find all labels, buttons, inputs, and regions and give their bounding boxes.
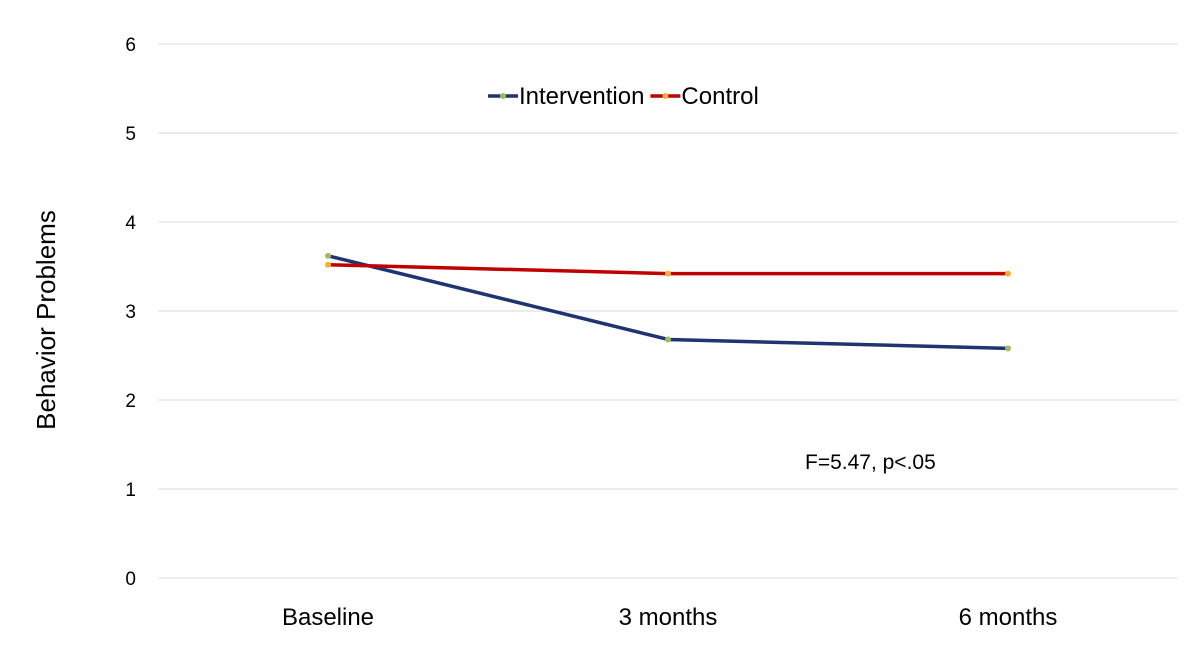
data-point xyxy=(1005,270,1011,277)
y-tick-label: 0 xyxy=(125,569,136,590)
legend-marker xyxy=(500,93,506,99)
series-lines xyxy=(325,252,1011,352)
x-category-label: Baseline xyxy=(282,604,374,631)
series-line xyxy=(327,254,1009,351)
data-point xyxy=(325,252,331,259)
legend: Intervention Control xyxy=(488,83,759,110)
legend-label: Control xyxy=(681,83,758,110)
y-tick-labels: 0 1 2 3 4 5 6 xyxy=(125,35,136,590)
y-tick-label: 6 xyxy=(125,35,136,56)
y-tick-label: 5 xyxy=(125,124,136,145)
y-tick-label: 4 xyxy=(125,213,136,234)
data-point xyxy=(665,336,671,343)
x-category-label: 6 months xyxy=(959,604,1058,631)
x-category-labels: Baseline 3 months 6 months xyxy=(282,604,1057,631)
x-category-label: 3 months xyxy=(619,604,718,631)
data-point xyxy=(665,270,671,277)
legend-marker xyxy=(662,93,669,99)
data-point xyxy=(1005,345,1011,352)
y-tick-label: 2 xyxy=(125,391,136,412)
y-tick-label: 1 xyxy=(125,480,136,501)
y-tick-label: 3 xyxy=(125,302,136,323)
y-axis-title: Behavior Problems xyxy=(31,210,61,430)
gridlines xyxy=(158,43,1178,579)
legend-label: Intervention xyxy=(519,83,644,110)
data-point xyxy=(325,261,331,268)
statistic-annotation: F=5.47, p<.05 xyxy=(805,451,936,474)
